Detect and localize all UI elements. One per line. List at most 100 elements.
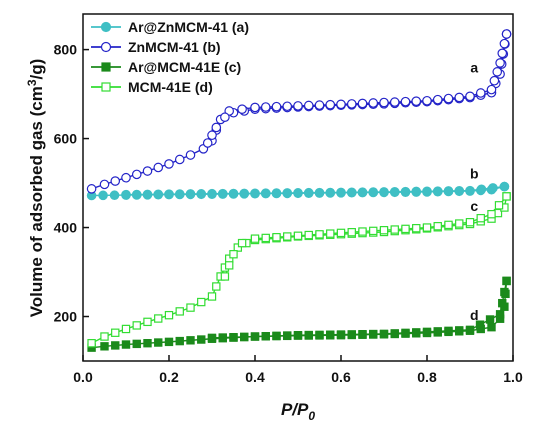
data-point xyxy=(476,184,487,195)
legend-label: MCM-41E (d) xyxy=(128,79,213,95)
data-point xyxy=(314,187,325,198)
curve-annotation: b xyxy=(470,166,479,182)
data-point xyxy=(283,232,292,241)
data-point xyxy=(401,224,410,234)
data-point xyxy=(261,331,270,341)
data-point xyxy=(443,186,454,196)
data-point xyxy=(336,187,346,198)
data-point xyxy=(358,329,367,339)
data-point xyxy=(498,298,507,308)
data-point xyxy=(454,92,465,103)
series-line-4-adsorption xyxy=(91,196,508,344)
data-point xyxy=(132,339,141,349)
data-point xyxy=(432,94,443,105)
data-point xyxy=(499,38,510,49)
data-point xyxy=(500,287,509,297)
x-tick-label: 0.8 xyxy=(417,369,437,385)
x-tick-label: 1.0 xyxy=(503,369,523,385)
data-point xyxy=(499,181,510,192)
data-point xyxy=(304,230,313,240)
annotations-layer: a bc d xyxy=(470,60,479,323)
data-point xyxy=(86,184,97,194)
data-point xyxy=(100,342,109,351)
data-point xyxy=(121,340,131,349)
data-point xyxy=(239,188,250,199)
data-point xyxy=(229,250,238,259)
data-point xyxy=(293,231,303,240)
data-point xyxy=(357,187,368,197)
data-point xyxy=(465,185,475,196)
data-point xyxy=(121,324,131,334)
data-point xyxy=(110,176,121,186)
data-point xyxy=(422,223,432,232)
data-point xyxy=(411,186,422,197)
data-point xyxy=(220,112,230,123)
data-point xyxy=(228,188,239,199)
data-point xyxy=(131,169,142,180)
data-point xyxy=(379,329,389,339)
series-markers-layer xyxy=(86,29,512,352)
data-point xyxy=(164,337,174,347)
data-point xyxy=(164,310,174,320)
data-point xyxy=(357,98,368,109)
data-point xyxy=(185,189,196,199)
data-point xyxy=(336,99,346,110)
y-tick-label: 200 xyxy=(54,309,78,325)
data-point xyxy=(143,339,152,348)
data-point xyxy=(379,226,389,235)
data-point xyxy=(111,341,120,350)
data-point xyxy=(217,188,228,199)
data-point xyxy=(143,317,152,327)
curve-annotation: d xyxy=(470,307,479,323)
data-point xyxy=(303,100,314,111)
x-tick-label: 0.4 xyxy=(245,369,265,385)
data-point xyxy=(347,228,356,237)
data-point xyxy=(185,150,196,160)
x-tick-label: 0.2 xyxy=(159,369,179,385)
data-point xyxy=(497,48,508,59)
data-point xyxy=(325,187,336,198)
data-point xyxy=(98,190,108,201)
data-point xyxy=(196,189,207,199)
data-point xyxy=(175,336,184,346)
data-point xyxy=(99,179,110,190)
data-point xyxy=(502,276,511,286)
data-point xyxy=(237,104,247,115)
data-point xyxy=(495,310,505,319)
data-point xyxy=(390,329,399,338)
data-point xyxy=(390,225,399,234)
data-point xyxy=(433,327,442,336)
data-point xyxy=(455,219,464,228)
data-point xyxy=(272,331,281,341)
x-tick-label: 0.0 xyxy=(73,369,93,385)
data-point xyxy=(282,188,293,198)
data-point xyxy=(154,338,163,347)
data-point xyxy=(225,261,234,270)
data-point xyxy=(465,91,475,102)
legend: Ar@ZnMCM-41 (a) ZnMCM-41 (b) Ar@MCM-41E (c… xyxy=(91,19,249,95)
data-point xyxy=(379,97,389,108)
data-point xyxy=(100,332,109,341)
data-point xyxy=(475,88,486,98)
data-point xyxy=(175,307,184,316)
data-point xyxy=(260,188,271,198)
data-point xyxy=(164,159,174,169)
data-point xyxy=(314,100,325,110)
data-point xyxy=(401,328,410,338)
data-point xyxy=(454,185,465,196)
data-point xyxy=(132,321,141,330)
data-point xyxy=(369,329,378,339)
data-point xyxy=(250,332,260,341)
data-point xyxy=(211,122,222,133)
data-point xyxy=(207,292,217,301)
data-point xyxy=(271,101,282,112)
data-point xyxy=(326,229,335,238)
y-tick-label: 800 xyxy=(54,42,78,58)
data-point xyxy=(218,333,227,342)
data-point xyxy=(283,331,292,340)
data-point xyxy=(400,96,411,107)
data-point xyxy=(250,234,260,243)
data-point xyxy=(369,226,378,236)
data-point xyxy=(261,233,270,243)
data-point xyxy=(487,322,496,332)
